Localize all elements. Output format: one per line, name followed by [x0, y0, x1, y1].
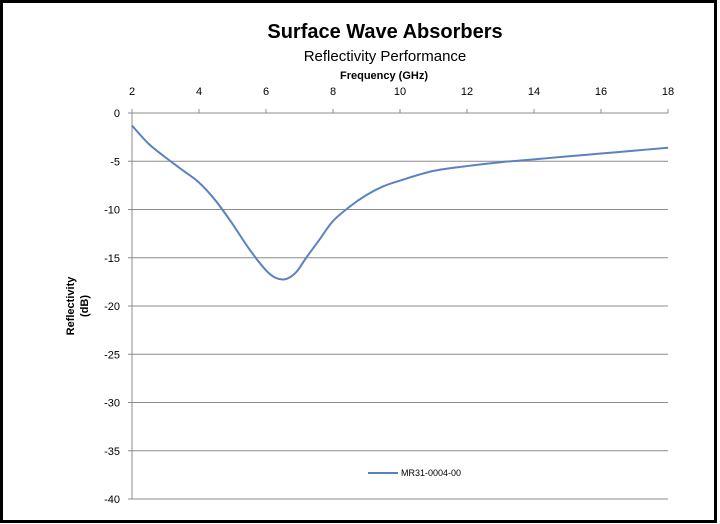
x-tick-label: 14 — [528, 86, 540, 98]
gridlines — [132, 160, 668, 500]
x-tick-label: 16 — [595, 86, 607, 98]
chart-title: Surface Wave Absorbers — [267, 21, 502, 43]
x-tick-label: 4 — [196, 86, 202, 98]
x-tick-label: 10 — [394, 86, 406, 98]
legend-label: MR31-0004-00 — [401, 468, 461, 478]
y-tick-label: -10 — [104, 205, 120, 217]
chart-subtitle: Reflectivity Performance — [304, 48, 467, 65]
y-tick-label: -20 — [104, 301, 120, 313]
y-tick-label: -40 — [104, 494, 120, 506]
x-axis-title: Frequency (GHz) — [340, 70, 428, 82]
x-tick-label: 8 — [330, 86, 336, 98]
x-tick-label: 18 — [662, 86, 674, 98]
x-tick-label: 6 — [263, 86, 269, 98]
y-tick-label: -35 — [104, 446, 120, 458]
series-layer — [131, 124, 669, 281]
y-tick-label: -5 — [110, 156, 120, 168]
x-tick-labels: 2 4 6 8 10 12 14 16 18 — [129, 86, 674, 98]
y-axis-title-line-2: (dB) — [79, 295, 91, 317]
y-axis-title-line-1: Reflectivity — [65, 276, 77, 336]
y-tick-label: 0 — [114, 108, 120, 120]
y-tick-label: -15 — [104, 253, 120, 265]
y-tick-label: -25 — [104, 349, 120, 361]
x-tick-label: 2 — [129, 86, 135, 98]
y-tick-labels: 0 -5 -10 -15 -20 -25 -30 -35 -40 — [104, 108, 120, 506]
series-line — [131, 124, 669, 281]
axes — [128, 109, 669, 500]
y-axis-title: Reflectivity (dB) — [65, 276, 91, 336]
x-tick-label: 12 — [461, 86, 473, 98]
y-tick-label: -30 — [104, 398, 120, 410]
legend: MR31-0004-00 — [368, 468, 461, 478]
